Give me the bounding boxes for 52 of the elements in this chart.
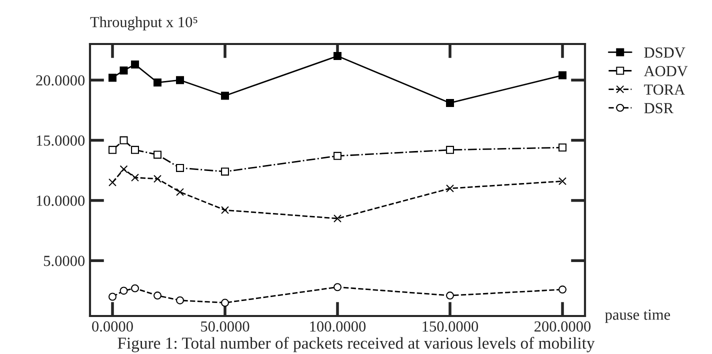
point xyxy=(446,292,454,300)
legend-label: AODV xyxy=(644,66,688,76)
point xyxy=(120,66,128,74)
point xyxy=(131,174,139,182)
point xyxy=(120,286,128,295)
legend-label: TORA xyxy=(644,84,685,95)
x-tick-label: 50.0000 xyxy=(201,321,250,332)
point xyxy=(120,165,128,174)
x-tick-label: 150.0000 xyxy=(422,321,478,332)
y-tick-label: 20.0000 xyxy=(36,75,85,86)
point xyxy=(221,168,229,176)
x-tick-label: 0.0000 xyxy=(92,321,133,332)
x-tick-label: 100.0000 xyxy=(310,321,366,332)
point xyxy=(108,292,116,301)
legend-label: DSR xyxy=(644,103,674,114)
point xyxy=(176,76,184,84)
point xyxy=(334,283,342,292)
point xyxy=(120,136,128,144)
point xyxy=(558,71,566,80)
legend-label: DSDV xyxy=(644,47,686,58)
point xyxy=(108,74,116,82)
point xyxy=(558,286,566,294)
point xyxy=(131,284,139,292)
point xyxy=(108,146,116,154)
point xyxy=(221,298,229,307)
x-tick-label: 200.0000 xyxy=(534,321,591,332)
point xyxy=(446,98,454,107)
point xyxy=(221,92,229,100)
point xyxy=(221,206,229,214)
point xyxy=(154,150,162,159)
point xyxy=(558,177,566,186)
point xyxy=(446,146,454,154)
y-tick-label: 10.0000 xyxy=(36,196,85,206)
caption: Figure 1: Total number of packets received at various levels of mobility xyxy=(118,336,595,352)
point xyxy=(334,152,342,160)
y-axis-title: Throughput x 10⁵ xyxy=(90,16,198,30)
x-axis-title: pause time xyxy=(605,310,670,323)
point xyxy=(334,52,342,60)
point xyxy=(176,164,184,172)
y-tick-label: 15.0000 xyxy=(36,135,85,146)
point xyxy=(131,60,139,68)
point xyxy=(334,214,342,223)
point xyxy=(154,292,162,300)
point xyxy=(131,146,139,154)
point xyxy=(176,296,184,304)
y-tick-label: 5.0000 xyxy=(44,256,85,266)
point xyxy=(154,78,162,87)
point xyxy=(446,184,454,192)
point xyxy=(108,178,116,186)
point xyxy=(558,144,566,152)
point xyxy=(154,174,162,183)
point xyxy=(176,188,184,196)
